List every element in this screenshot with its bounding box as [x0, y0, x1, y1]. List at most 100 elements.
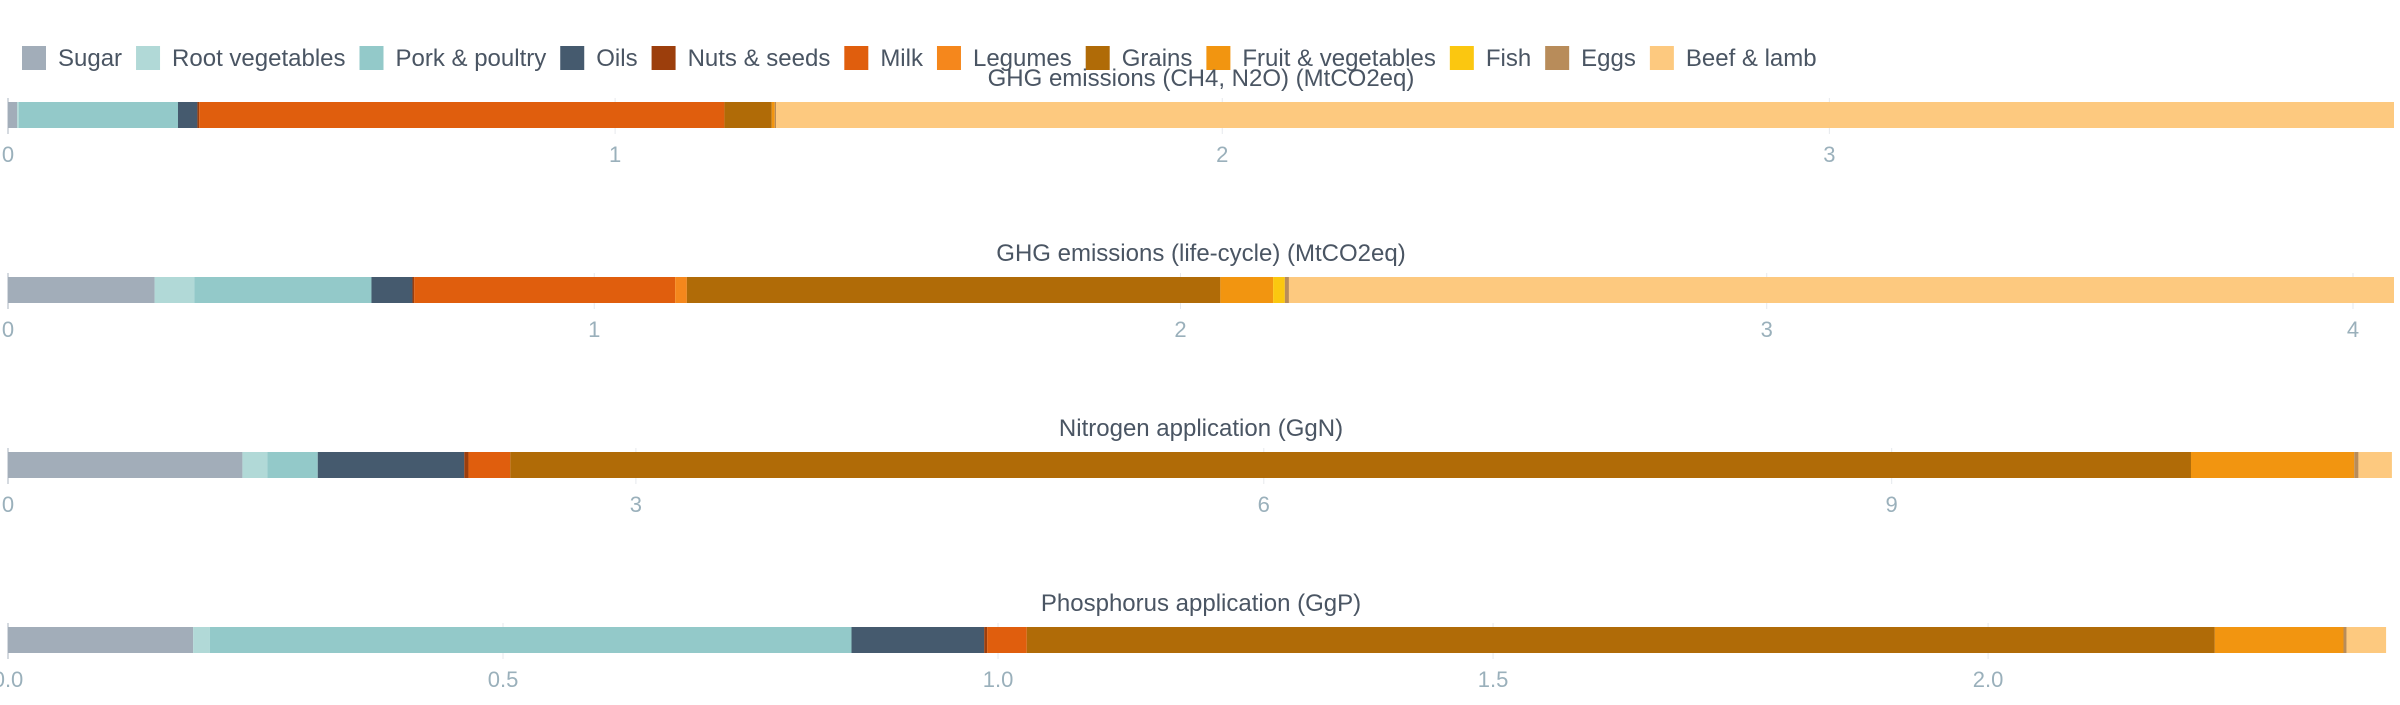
- legend-swatch: [1449, 46, 1474, 70]
- x-tick-label: 0: [2, 142, 14, 167]
- bar-segment-beef-lamb[interactable]: [776, 102, 2394, 128]
- bar-segment-root-vegetables[interactable]: [193, 627, 210, 653]
- bar-segment-legumes[interactable]: [675, 277, 687, 303]
- x-tick-label: 1.0: [983, 667, 1014, 692]
- bar-segment-oils[interactable]: [851, 627, 985, 653]
- bar-segment-pork-poultry[interactable]: [267, 452, 318, 478]
- legend-item-root-vegetables[interactable]: Root vegetables: [136, 45, 346, 72]
- bar-segment-milk[interactable]: [987, 627, 1027, 653]
- bar-segment-sugar[interactable]: [8, 102, 18, 128]
- bar-segment-sugar[interactable]: [8, 277, 155, 303]
- x-tick-label: 6: [1258, 492, 1270, 517]
- bar-segment-eggs[interactable]: [774, 102, 777, 128]
- legend-label: Eggs: [1581, 45, 1636, 72]
- legend-label: Pork & poultry: [396, 45, 547, 72]
- x-tick-label: 0.0: [0, 667, 23, 692]
- x-tick-label: 3: [630, 492, 642, 517]
- legend-item-milk[interactable]: Milk: [844, 45, 924, 72]
- chart-panels: GHG emissions (CH4, N2O) (MtCO2eq) 0 1 2 3 GH…: [0, 65, 2394, 692]
- bar-segment-root-vegetables[interactable]: [154, 277, 195, 303]
- bar-segment-root-vegetables[interactable]: [17, 102, 19, 128]
- legend-label: Nuts & seeds: [688, 45, 831, 72]
- panel-2: GHG emissions (life-cycle) (MtCO2eq) 0 1 2 3…: [2, 240, 2394, 342]
- panel-1: GHG emissions (CH4, N2O) (MtCO2eq) 0 1 2 3: [2, 65, 2394, 167]
- legend-label: Milk: [880, 45, 924, 72]
- bar-segment-fruit-vegetables[interactable]: [2214, 627, 2344, 653]
- legend-swatch: [560, 46, 585, 70]
- legend-label: Fish: [1486, 45, 1531, 72]
- bar-segment-fruit-vegetables[interactable]: [771, 102, 775, 128]
- bar-segment-eggs[interactable]: [2343, 627, 2347, 653]
- x-tick-label: 2: [1174, 317, 1186, 342]
- legend-swatch: [1649, 46, 1674, 70]
- panel-title: Phosphorus application (GgP): [1041, 590, 1361, 617]
- bar-segment-oils[interactable]: [371, 277, 413, 303]
- bar-segment-eggs[interactable]: [1284, 277, 1289, 303]
- legend-item-pork-poultry[interactable]: Pork & poultry: [359, 45, 547, 72]
- bar-segment-grains[interactable]: [510, 452, 2191, 478]
- x-tick-label: 1: [588, 317, 600, 342]
- bar-segment-pork-poultry[interactable]: [194, 277, 372, 303]
- bar-segment-grains[interactable]: [724, 102, 772, 128]
- legend-swatch: [22, 46, 46, 70]
- panel-3: Nitrogen application (GgN) 0 3 6 9: [2, 415, 2392, 517]
- legend-label: Fruit & vegetables: [1242, 45, 1435, 72]
- panel-title: Nitrogen application (GgN): [1059, 415, 1343, 442]
- x-tick-label: 3: [1761, 317, 1773, 342]
- legend-item-grains[interactable]: Grains: [1085, 45, 1193, 72]
- bar-segment-milk[interactable]: [199, 102, 725, 128]
- legend-swatch: [136, 46, 161, 70]
- legend-swatch: [651, 46, 676, 70]
- legend-item-fish[interactable]: Fish: [1449, 45, 1531, 72]
- legend-item-beef-lamb[interactable]: Beef & lamb: [1649, 45, 1817, 72]
- bar-segment-sugar[interactable]: [8, 627, 194, 653]
- bar-segment-sugar[interactable]: [8, 452, 243, 478]
- panel-4: Phosphorus application (GgP) 0.0 0.5 1.0 1.5…: [0, 590, 2387, 692]
- bar-segment-oils[interactable]: [317, 452, 465, 478]
- legend-swatch: [1206, 46, 1231, 70]
- legend-label: Oils: [596, 45, 637, 72]
- bar-segment-nuts-seeds[interactable]: [984, 627, 988, 653]
- x-tick-label: 2: [1216, 142, 1228, 167]
- panel-title: GHG emissions (CH4, N2O) (MtCO2eq): [988, 65, 1415, 92]
- bar-segment-nuts-seeds[interactable]: [197, 102, 200, 128]
- panel-title: GHG emissions (life-cycle) (MtCO2eq): [996, 240, 1405, 267]
- legend-label: Sugar: [58, 45, 122, 72]
- bar-segment-beef-lamb[interactable]: [2358, 452, 2392, 478]
- legend-swatch: [359, 46, 384, 70]
- legend-item-oils[interactable]: Oils: [560, 45, 638, 72]
- bar-segment-grains[interactable]: [1026, 627, 2215, 653]
- bar-segment-milk[interactable]: [468, 452, 511, 478]
- bar-segment-nuts-seeds[interactable]: [464, 452, 469, 478]
- legend-swatch: [844, 46, 869, 70]
- bar-segment-beef-lamb[interactable]: [2346, 627, 2387, 653]
- bar-segment-pork-poultry[interactable]: [209, 627, 852, 653]
- legend-item-eggs[interactable]: Eggs: [1545, 45, 1636, 72]
- x-tick-label: 1.5: [1478, 667, 1509, 692]
- bar-segment-grains[interactable]: [686, 277, 1221, 303]
- bar-segment-beef-lamb[interactable]: [1288, 277, 2394, 303]
- legend-item-legumes[interactable]: Legumes: [936, 45, 1072, 72]
- legend-item-nuts-seeds[interactable]: Nuts & seeds: [651, 45, 831, 72]
- x-tick-label: 3: [1823, 142, 1835, 167]
- legend-item-fruit-vegetables[interactable]: Fruit & vegetables: [1206, 45, 1436, 72]
- x-tick-label: 2.0: [1973, 667, 2004, 692]
- legend-item-sugar[interactable]: Sugar: [22, 45, 122, 72]
- legend-swatch: [936, 46, 961, 70]
- x-tick-label: 4: [2347, 317, 2359, 342]
- bar-segment-oils[interactable]: [177, 102, 198, 128]
- bar-segment-eggs[interactable]: [2354, 452, 2359, 478]
- bar-segment-fruit-vegetables[interactable]: [1220, 277, 1274, 303]
- legend-label: Grains: [1122, 45, 1193, 72]
- bar-segment-nuts-seeds[interactable]: [412, 277, 415, 303]
- bar-segment-fish[interactable]: [1273, 277, 1285, 303]
- legend-swatch: [1545, 46, 1570, 70]
- x-tick-label: 9: [1886, 492, 1898, 517]
- bar-segment-pork-poultry[interactable]: [18, 102, 178, 128]
- legend-label: Root vegetables: [172, 45, 345, 72]
- bar-segment-milk[interactable]: [414, 277, 676, 303]
- bar-segment-root-vegetables[interactable]: [242, 452, 268, 478]
- bar-segment-fruit-vegetables[interactable]: [2190, 452, 2355, 478]
